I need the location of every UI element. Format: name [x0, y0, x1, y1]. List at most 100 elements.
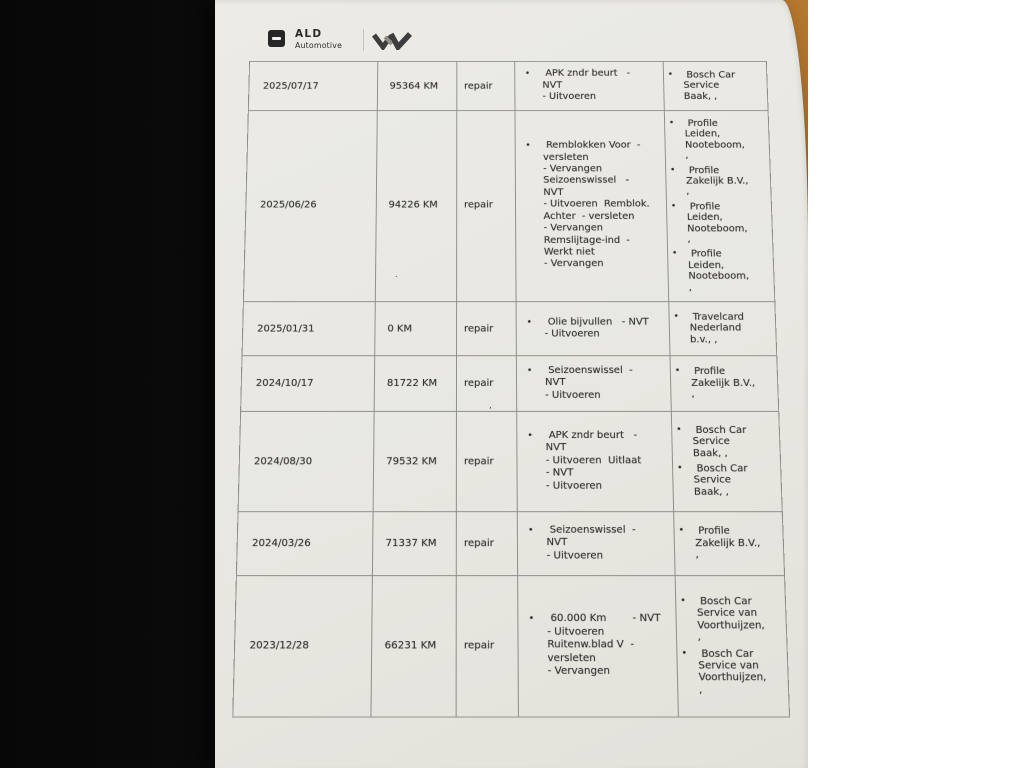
provider-item: • Profile Zakelijk B.V., ,	[679, 526, 783, 561]
date-cell: 2024/10/17	[241, 356, 376, 411]
table-row: 2024/03/26 71337 KM repair • Seizoenswis…	[236, 512, 785, 577]
table-row: 2023/12/28 66231 KM repair • 60.000 Km -…	[233, 576, 789, 717]
bullet-icon: •	[668, 118, 675, 128]
type-cell: repair	[456, 411, 518, 512]
km-cell: 81722 KM	[374, 356, 458, 411]
provider-cell: • Profile Zakelijk B.V., ,	[671, 356, 779, 411]
table-row: 2025/01/31 0 KM repair • Olie bijvullen …	[242, 302, 777, 357]
bullet-icon: •	[669, 165, 676, 175]
date-cell: 2025/01/31	[242, 302, 376, 356]
work-cell: • Seizoenswissel - NVT - Uitvoeren	[516, 356, 672, 411]
work-item: • Seizoenswissel - NVT - Uitvoeren	[528, 524, 672, 562]
provider-text: Bosch Car Service Baak, ,	[683, 70, 736, 102]
bullet-icon: •	[678, 525, 685, 537]
work-item: • APK zndr beurt - NVT - Uitvoeren Uitla…	[527, 430, 670, 493]
table-sheet: 2025/07/17 95364 KM repair • APK zndr be…	[232, 60, 791, 718]
work-item: • Olie bijvullen - NVT - Uitvoeren	[527, 316, 668, 340]
km-cell: 79532 KM	[373, 411, 457, 512]
type-cell: repair	[456, 356, 518, 411]
provider-item: • Bosch Car Service van Voorthuijzen, ,	[681, 648, 787, 696]
bullet-icon: •	[524, 69, 531, 79]
bullet-icon: •	[671, 249, 678, 259]
partner-w-logo-icon	[372, 31, 413, 54]
km-cell: 94226 KM	[375, 111, 458, 302]
work-cell: • APK zndr beurt - NVT - Uitvoeren	[515, 61, 665, 111]
km-cell: 71337 KM	[372, 512, 457, 576]
bullet-icon: •	[528, 525, 534, 536]
type-cell: repair	[456, 512, 519, 576]
scan-mark: ,	[489, 401, 492, 411]
work-text: Olie bijvullen - NVT - Uitvoeren	[544, 316, 649, 340]
type-cell: repair	[457, 61, 516, 111]
work-item: • Remblokken Voor - versleten - Vervange…	[525, 140, 665, 270]
provider-cell: • Bosch Car Service van Voorthuijzen, , …	[676, 576, 789, 716]
brand-subtitle: Automotive	[295, 41, 343, 50]
work-text: Seizoenswissel - NVT - Uitvoeren	[546, 524, 636, 562]
bullet-icon: •	[527, 430, 533, 442]
type-cell: repair	[456, 576, 519, 717]
km-cell: 66231 KM	[371, 576, 457, 717]
date-cell: 2024/03/26	[236, 512, 374, 576]
km-cell: 95364 KM	[377, 61, 458, 111]
provider-text: Profile Zakelijk B.V., ,	[690, 366, 756, 401]
work-item: • Seizoenswissel - NVT - Uitvoeren	[527, 365, 669, 402]
ald-dash-icon	[272, 36, 281, 40]
bullet-icon: •	[681, 647, 688, 659]
bullet-icon: •	[670, 201, 677, 212]
km-cell: 0 KM	[375, 302, 458, 356]
provider-text: Bosch Car Service Baak, ,	[693, 463, 748, 498]
provider-text: Profile Zakelijk B.V., ,	[685, 165, 749, 198]
work-text: Seizoenswissel - NVT - Uitvoeren	[544, 364, 633, 401]
brand-name: ALD	[295, 28, 323, 40]
table-row: 2025/07/17 95364 KM repair • APK zndr be…	[248, 61, 768, 112]
table-row: 2025/06/26 94226 KM repair • Remblokken …	[243, 111, 775, 303]
provider-text: Profile Leiden, Nooteboom, ,	[684, 118, 745, 162]
photo-background: ALD Automotive 2025/07/17 95364 KM repai…	[0, 0, 808, 768]
bullet-icon: •	[526, 317, 532, 328]
bullet-icon: •	[677, 463, 683, 474]
bullet-icon: •	[667, 70, 674, 80]
provider-text: Profile Zakelijk B.V., ,	[694, 525, 761, 561]
bullet-icon: •	[528, 614, 535, 625]
bullet-icon: •	[673, 311, 679, 322]
provider-item: • Bosch Car Service Baak, ,	[677, 463, 780, 498]
date-cell: 2023/12/28	[233, 576, 373, 717]
brand-header: ALD Automotive	[268, 28, 413, 54]
provider-text: Profile Leiden, Nooteboom, ,	[686, 201, 748, 245]
provider-cell: • Bosch Car Service Baak, ,	[664, 62, 768, 110]
provider-cell: • Profile Leiden, Nooteboom, , • Profile…	[665, 111, 775, 301]
provider-cell: • Bosch Car Service Baak, , • Bosch Car …	[672, 412, 782, 511]
work-cell: • APK zndr beurt - NVT - Uitvoeren Uitla…	[517, 411, 675, 512]
date-cell: 2024/08/30	[238, 411, 375, 512]
brand-divider	[363, 29, 365, 51]
ald-logo-text: ALD Automotive	[295, 28, 343, 51]
provider-text: Bosch Car Service Baak, ,	[692, 424, 747, 459]
provider-item: • Profile Leiden, Nooteboom, ,	[669, 119, 769, 162]
provider-item: • Profile Leiden, Nooteboom, ,	[671, 202, 772, 246]
work-text: Remblokken Voor - versleten - Vervangen …	[542, 140, 650, 270]
type-cell: repair	[457, 302, 517, 356]
provider-item: • Bosch Car Service van Voorthuijzen, ,	[680, 596, 785, 644]
date-cell: 2025/06/26	[243, 111, 378, 302]
ald-logo-icon	[268, 30, 285, 47]
provider-text: Bosch Car Service van Voorthuijzen, ,	[696, 595, 765, 644]
work-cell: • Remblokken Voor - versleten - Vervange…	[515, 111, 670, 302]
table-row: 2024/10/17 81722 KM repair • Seizoenswis…	[241, 356, 779, 412]
provider-item: • Travelcard Nederland b.v., ,	[673, 312, 774, 346]
bullet-icon: •	[674, 366, 681, 377]
provider-cell: • Profile Zakelijk B.V., ,	[674, 512, 784, 575]
scan-mark: .	[395, 270, 398, 280]
provider-cell: • Travelcard Nederland b.v., ,	[669, 302, 776, 355]
table-row: 2024/08/30 79532 KM repair • APK zndr be…	[238, 411, 782, 513]
provider-item: • Profile Zakelijk B.V., ,	[670, 165, 770, 198]
provider-item: • Bosch Car Service Baak, ,	[676, 425, 779, 460]
provider-text: Bosch Car Service van Voorthuijzen, ,	[697, 647, 767, 696]
provider-item: • Profile Leiden, Nooteboom, ,	[672, 249, 773, 293]
provider-text: Travelcard Nederland b.v., ,	[689, 311, 745, 346]
bullet-icon: •	[526, 365, 533, 376]
work-item: • APK zndr beurt - NVT - Uitvoeren	[525, 69, 662, 104]
maintenance-table: 2025/07/17 95364 KM repair • APK zndr be…	[232, 60, 791, 718]
provider-item: • Bosch Car Service Baak, ,	[668, 70, 767, 102]
work-cell: • 60.000 Km - NVT - Uitvoeren Ruitenw.bl…	[518, 576, 679, 717]
work-text: APK zndr beurt - NVT - Uitvoeren	[542, 68, 631, 102]
